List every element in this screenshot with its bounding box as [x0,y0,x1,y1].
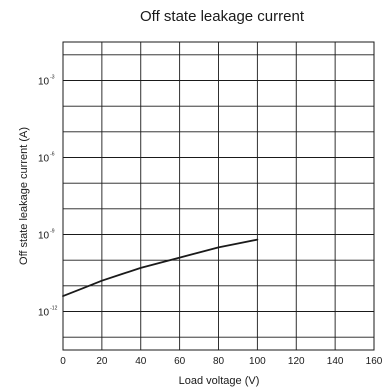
y-tick-label: 10-12 [38,306,58,319]
y-tick-label: 10-3 [38,75,55,88]
x-axis-label: Load voltage (V) [179,375,260,387]
x-tick-label: 140 [327,356,344,367]
x-tick-label: 60 [174,356,186,367]
y-tick-labels: 10-3 10-6 10-9 10-12 [38,75,58,319]
series-line [62,238,259,297]
plot-frame [62,41,375,351]
x-tick-labels: 0 20 40 60 80 100 120 140 160 [60,356,383,367]
chart-title: Off state leakage current [140,8,305,25]
x-tick-label: 80 [213,356,225,367]
y-tick-label: 10-6 [38,152,55,165]
y-tick-label: 10-9 [38,229,55,242]
x-tick-label: 0 [60,356,66,367]
x-tick-label: 40 [135,356,147,367]
x-tick-label: 160 [366,356,383,367]
x-tick-label: 100 [249,356,266,367]
x-tick-label: 120 [288,356,305,367]
grid-lines [62,42,375,350]
x-tick-label: 20 [96,356,108,367]
series-group [62,238,259,297]
y-axis-label: Off state leakage current (A) [18,127,30,265]
